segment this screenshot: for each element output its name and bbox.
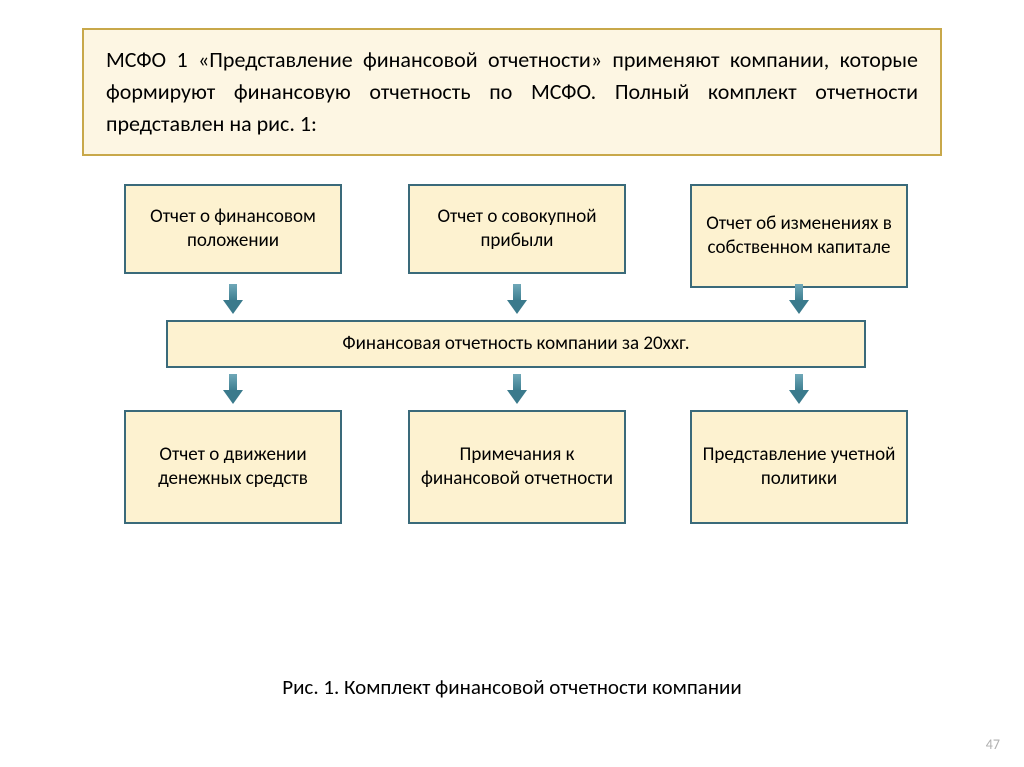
arrow-down-icon (224, 284, 242, 314)
node-label: Представление учетной политики (700, 443, 898, 491)
arrow-down-icon (508, 284, 526, 314)
node-center: Финансовая отчетность компании за 20ххг. (166, 320, 866, 368)
node-top-left: Отчет о финансовом положении (124, 184, 342, 274)
header-text: МСФО 1 «Представление финансовой отчетно… (106, 46, 918, 137)
page-number: 47 (986, 736, 1000, 753)
arrow-down-icon (790, 284, 808, 314)
flowchart: Отчет о финансовом положении Отчет о сов… (82, 184, 942, 614)
node-bot-right: Представление учетной политики (690, 410, 908, 524)
node-label: Финансовая отчетность компании за 20ххг. (342, 332, 689, 356)
arrow-down-icon (790, 374, 808, 404)
node-label: Примечания к финансовой отчетности (418, 443, 616, 491)
arrow-down-icon (224, 374, 242, 404)
arrow-down-icon (508, 374, 526, 404)
node-bot-left: Отчет о движении денежных средств (124, 410, 342, 524)
node-bot-mid: Примечания к финансовой отчетности (408, 410, 626, 524)
header-box: МСФО 1 «Представление финансовой отчетно… (82, 28, 942, 156)
node-label: Отчет о совокупной прибыли (418, 205, 616, 253)
node-label: Отчет о финансовом положении (134, 205, 332, 253)
node-top-mid: Отчет о совокупной прибыли (408, 184, 626, 274)
node-top-right: Отчет об изменениях в собственном капита… (690, 184, 908, 288)
node-label: Отчет о движении денежных средств (134, 443, 332, 491)
figure-caption: Рис. 1. Комплект финансовой отчетности к… (20, 674, 1004, 700)
node-label: Отчет об изменениях в собственном капита… (700, 212, 898, 260)
